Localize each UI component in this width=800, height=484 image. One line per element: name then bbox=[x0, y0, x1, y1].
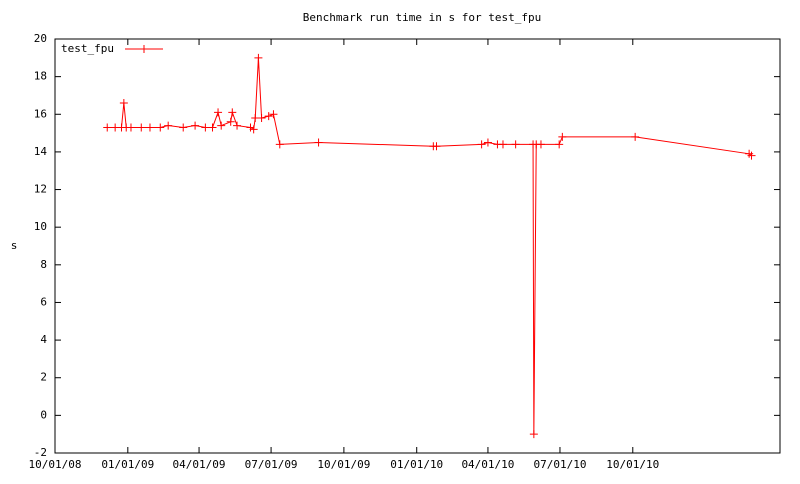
y-tick-label: 6 bbox=[40, 295, 47, 308]
x-tick-label: 04/01/09 bbox=[173, 458, 226, 471]
data-point bbox=[145, 123, 154, 132]
data-point bbox=[631, 132, 640, 141]
y-axis-label: s bbox=[11, 239, 18, 252]
data-point bbox=[511, 140, 520, 149]
y-tick-label: 20 bbox=[34, 32, 47, 45]
data-point bbox=[275, 140, 284, 149]
data-point bbox=[269, 110, 278, 119]
x-tick-label: 10/01/09 bbox=[317, 458, 370, 471]
y-tick-label: 16 bbox=[34, 107, 47, 120]
x-tick-label: 07/01/09 bbox=[245, 458, 298, 471]
y-tick-label: 8 bbox=[40, 258, 47, 271]
x-tick-label: 10/01/08 bbox=[29, 458, 82, 471]
data-point bbox=[498, 140, 507, 149]
data-point bbox=[179, 123, 188, 132]
data-point bbox=[228, 108, 237, 117]
data-point bbox=[264, 112, 273, 121]
data-point bbox=[529, 430, 538, 439]
data-point bbox=[126, 123, 135, 132]
plot-border bbox=[54, 38, 781, 454]
data-point bbox=[201, 123, 210, 132]
data-point bbox=[314, 138, 323, 147]
y-tick-label: 12 bbox=[34, 183, 47, 196]
data-point bbox=[103, 123, 112, 132]
data-point bbox=[217, 121, 226, 130]
y-tick-label: 2 bbox=[40, 371, 47, 384]
data-point bbox=[558, 132, 567, 141]
data-point bbox=[747, 151, 756, 160]
y-tick-label: 4 bbox=[40, 333, 47, 346]
data-point bbox=[233, 121, 242, 130]
x-tick-label: 04/01/10 bbox=[461, 458, 514, 471]
data-point bbox=[555, 140, 564, 149]
y-tick-label: 10 bbox=[34, 220, 47, 233]
data-point bbox=[164, 121, 173, 130]
data-point bbox=[483, 138, 492, 147]
x-tick-label: 07/01/10 bbox=[533, 458, 586, 471]
data-point bbox=[156, 123, 165, 132]
y-tick-label: 18 bbox=[34, 70, 47, 83]
data-point bbox=[214, 108, 223, 117]
data-point bbox=[477, 140, 486, 149]
legend-marker bbox=[140, 45, 148, 53]
data-point bbox=[257, 114, 266, 123]
y-tick-label: 14 bbox=[34, 145, 48, 158]
data-point bbox=[226, 117, 235, 126]
data-point bbox=[536, 140, 545, 149]
data-point bbox=[254, 53, 263, 62]
data-point bbox=[208, 123, 217, 132]
y-tick-label: 0 bbox=[40, 408, 47, 421]
data-point bbox=[432, 142, 441, 151]
legend-label: test_fpu bbox=[61, 42, 114, 55]
chart-title: Benchmark run time in s for test_fpu bbox=[303, 11, 541, 24]
data-point bbox=[191, 121, 200, 130]
y-tick-label: -2 bbox=[34, 446, 47, 459]
data-point bbox=[137, 123, 146, 132]
data-point bbox=[249, 125, 258, 134]
data-point bbox=[119, 98, 128, 107]
x-tick-label: 01/01/09 bbox=[101, 458, 154, 471]
x-tick-label: 01/01/10 bbox=[390, 458, 443, 471]
x-tick-label: 10/01/10 bbox=[606, 458, 659, 471]
